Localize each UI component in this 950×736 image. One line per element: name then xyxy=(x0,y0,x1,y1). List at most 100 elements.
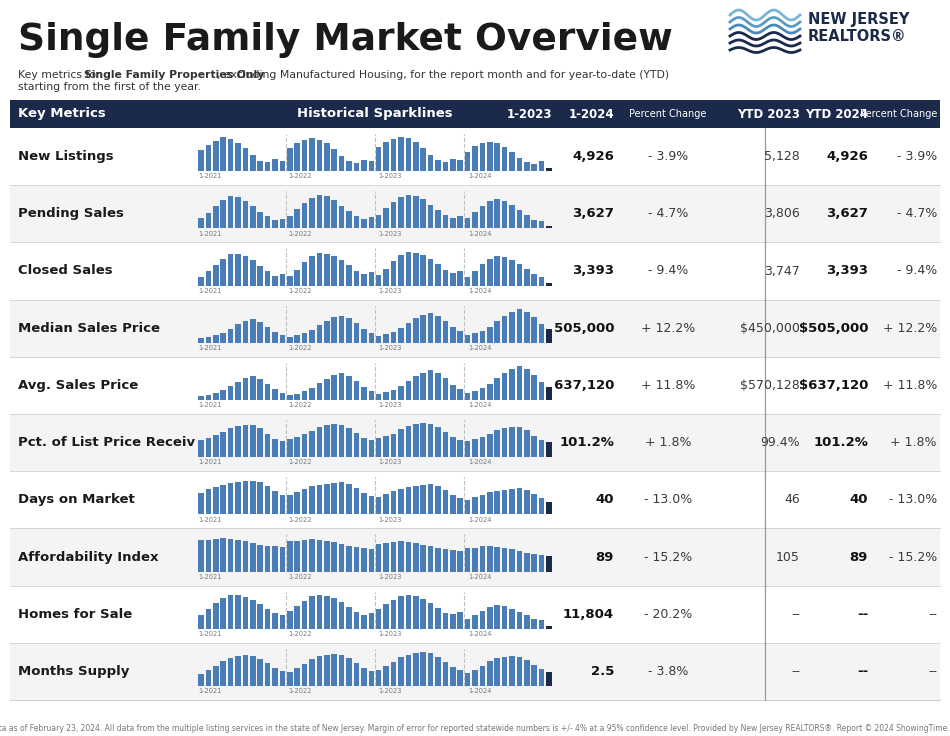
Text: Closed Sales: Closed Sales xyxy=(18,264,113,277)
Bar xyxy=(339,544,345,572)
Bar xyxy=(406,138,411,171)
Bar xyxy=(465,336,470,343)
Bar xyxy=(406,487,411,514)
Bar xyxy=(539,670,544,686)
Bar xyxy=(546,329,552,343)
Bar xyxy=(302,333,308,343)
Bar xyxy=(524,369,530,400)
Bar xyxy=(10,414,940,471)
Bar xyxy=(10,300,940,357)
Bar xyxy=(324,144,330,171)
Bar xyxy=(420,652,426,686)
Bar xyxy=(257,659,263,686)
Bar xyxy=(524,163,530,171)
Bar xyxy=(273,332,277,343)
Bar xyxy=(302,434,308,457)
Bar xyxy=(332,149,337,171)
Bar xyxy=(316,383,322,400)
Bar xyxy=(279,547,285,572)
Bar xyxy=(310,596,314,629)
Bar xyxy=(257,482,263,514)
Bar xyxy=(353,547,359,572)
Bar xyxy=(205,670,211,686)
Bar xyxy=(390,434,396,457)
Text: --: -- xyxy=(791,608,800,620)
Text: 3,806: 3,806 xyxy=(764,208,800,220)
Text: --: -- xyxy=(928,665,937,678)
Bar xyxy=(287,495,293,514)
Bar xyxy=(302,203,308,228)
Bar xyxy=(213,336,219,343)
Text: 99.4%: 99.4% xyxy=(760,436,800,449)
Text: $450,000: $450,000 xyxy=(492,322,552,335)
Bar xyxy=(494,255,500,286)
Bar xyxy=(472,212,478,228)
Bar xyxy=(361,275,367,286)
Text: starting from the first of the year.: starting from the first of the year. xyxy=(18,82,200,92)
Bar xyxy=(406,655,411,686)
Bar xyxy=(279,219,285,228)
Bar xyxy=(265,163,271,171)
Bar xyxy=(250,543,256,572)
Bar xyxy=(487,258,493,286)
Text: 1-2022: 1-2022 xyxy=(289,517,313,523)
Text: $570,128: $570,128 xyxy=(740,379,800,392)
Bar xyxy=(457,498,463,514)
Bar xyxy=(339,316,345,343)
Bar xyxy=(502,657,507,686)
Bar xyxy=(398,595,404,629)
Bar xyxy=(546,672,552,686)
Bar xyxy=(353,271,359,286)
Text: 1-2022: 1-2022 xyxy=(289,345,313,351)
Bar xyxy=(390,332,396,343)
Bar xyxy=(413,596,419,629)
Bar xyxy=(546,226,552,228)
Text: - 3.9%: - 3.9% xyxy=(648,150,688,163)
Bar xyxy=(487,200,493,228)
Bar xyxy=(413,543,419,572)
Bar xyxy=(457,439,463,457)
Text: 5,128: 5,128 xyxy=(764,150,800,163)
Bar xyxy=(199,277,203,286)
Bar xyxy=(236,143,240,171)
Text: 2.6: 2.6 xyxy=(532,665,552,678)
Bar xyxy=(213,486,219,514)
Bar xyxy=(509,656,515,686)
Bar xyxy=(494,321,500,343)
Bar xyxy=(450,159,456,171)
Bar xyxy=(236,595,240,629)
Bar xyxy=(273,547,277,572)
Bar xyxy=(199,493,203,514)
Bar xyxy=(435,486,441,514)
Bar xyxy=(369,440,374,457)
Text: New Listings: New Listings xyxy=(18,150,114,163)
Bar xyxy=(531,375,537,400)
Bar xyxy=(435,548,441,572)
Bar xyxy=(450,274,456,286)
Bar xyxy=(384,666,389,686)
Text: 1-2024: 1-2024 xyxy=(468,688,492,694)
Text: Key metrics for: Key metrics for xyxy=(18,70,104,80)
Bar xyxy=(384,334,389,343)
Bar xyxy=(339,156,345,171)
Bar xyxy=(517,551,523,572)
Bar xyxy=(487,661,493,686)
Bar xyxy=(428,370,433,400)
Text: 3,806: 3,806 xyxy=(516,208,552,220)
Bar xyxy=(236,482,240,514)
Bar xyxy=(353,433,359,457)
Bar xyxy=(265,663,271,686)
Bar xyxy=(353,488,359,514)
Bar xyxy=(199,396,203,400)
Bar xyxy=(398,541,404,572)
Bar xyxy=(413,253,419,286)
Bar xyxy=(242,481,248,514)
Bar xyxy=(428,259,433,286)
Bar xyxy=(428,604,433,629)
Bar xyxy=(502,147,507,171)
Bar xyxy=(347,319,352,343)
Bar xyxy=(390,139,396,171)
Bar xyxy=(287,611,293,629)
Text: 1-2022: 1-2022 xyxy=(289,574,313,580)
Bar xyxy=(413,376,419,400)
